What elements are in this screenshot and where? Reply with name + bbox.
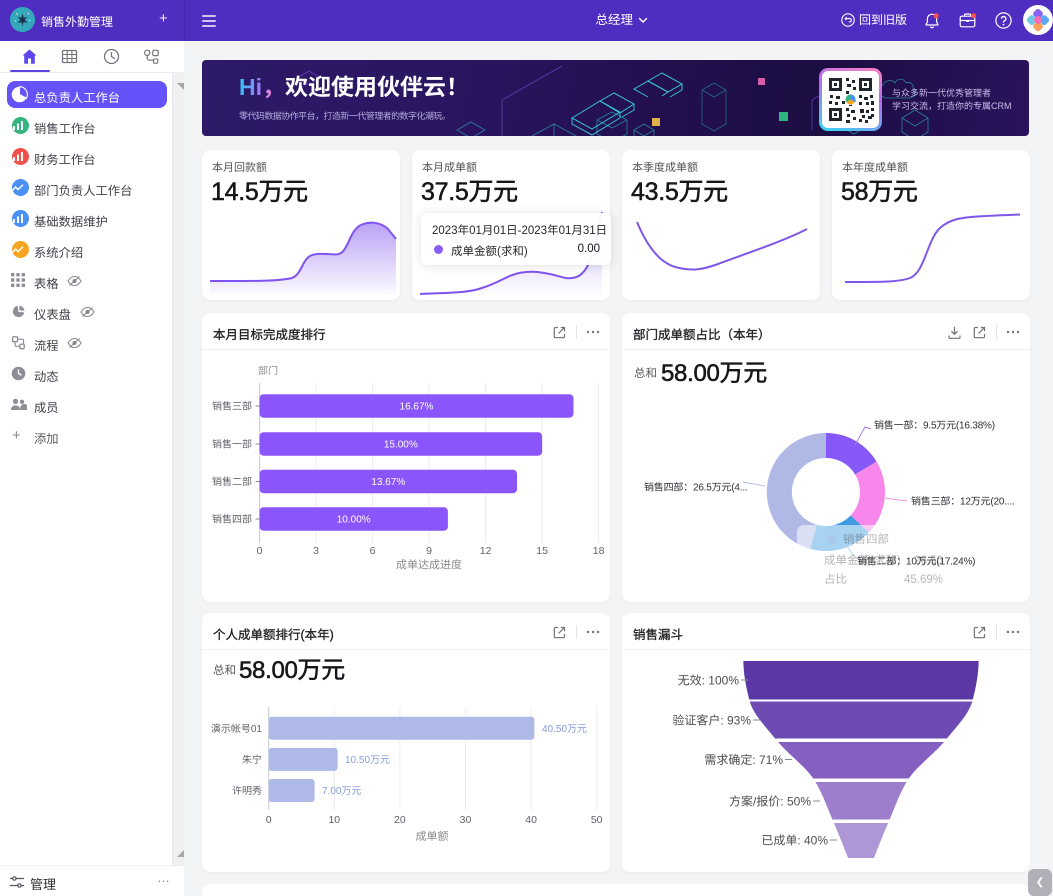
svg-text:销售三部：12万元(20....: 销售三部：12万元(20.... [911,496,1015,508]
svg-text:7.00万元: 7.00万元 [322,786,361,797]
svg-text:15.00%: 15.00% [384,440,418,451]
svg-text:12: 12 [480,545,492,557]
svg-text:26.50: 26.50 [914,555,943,567]
svg-text:成单达成进度: 成单达成进度 [396,559,462,572]
svg-text:销售三部: 销售三部 [212,401,252,413]
svg-text:15: 15 [536,545,548,557]
svg-text:50: 50 [591,814,603,826]
svg-text:许明秀: 许明秀 [232,785,262,797]
svg-text:成单额: 成单额 [416,830,449,843]
svg-text:18: 18 [593,545,605,557]
svg-text:需求确定: 71%: 需求确定: 71% [704,753,783,767]
svg-text:0: 0 [257,545,263,557]
svg-text:占比: 占比 [824,573,847,586]
svg-text:已成单: 40%: 已成单: 40% [761,834,828,848]
svg-text:方案/报价: 50%: 方案/报价: 50% [729,795,811,809]
svg-text:40: 40 [525,814,537,826]
svg-text:40.50万元: 40.50万元 [542,724,587,735]
svg-text:10: 10 [328,814,340,826]
svg-text:销售四部：26.5万元(4...: 销售四部：26.5万元(4... [644,482,748,494]
svg-text:销售四部: 销售四部 [212,514,252,526]
svg-text:3: 3 [313,545,319,557]
svg-text:30: 30 [460,814,472,826]
svg-text:6: 6 [370,545,376,557]
svg-text:20: 20 [394,814,406,826]
svg-text:销售二部：10万元(17.24%): 销售二部：10万元(17.24%) [857,556,975,568]
svg-text:10.00%: 10.00% [337,515,371,526]
svg-text:成单金额(求和): 成单金额(求和) [824,554,901,567]
svg-text:45.69%: 45.69% [904,574,943,586]
svg-text:销售一部: 销售一部 [212,439,252,451]
svg-text:部门: 部门 [258,365,278,377]
svg-text:13.67%: 13.67% [371,477,405,488]
svg-text:9: 9 [426,545,432,557]
svg-text:验证客户: 93%: 验证客户: 93% [672,714,751,728]
svg-text:销售一部：9.5万元(16.38%): 销售一部：9.5万元(16.38%) [874,420,995,432]
svg-text:16.67%: 16.67% [400,402,434,413]
svg-text:0: 0 [266,814,272,826]
svg-text:朱宁: 朱宁 [242,754,262,766]
svg-text:演示帐号01: 演示帐号01 [211,723,263,735]
svg-text:销售四部: 销售四部 [843,533,889,546]
svg-text:销售二部: 销售二部 [212,476,252,488]
svg-text:无效: 100%: 无效: 100% [678,674,740,688]
svg-text:10.50万元: 10.50万元 [345,755,390,766]
